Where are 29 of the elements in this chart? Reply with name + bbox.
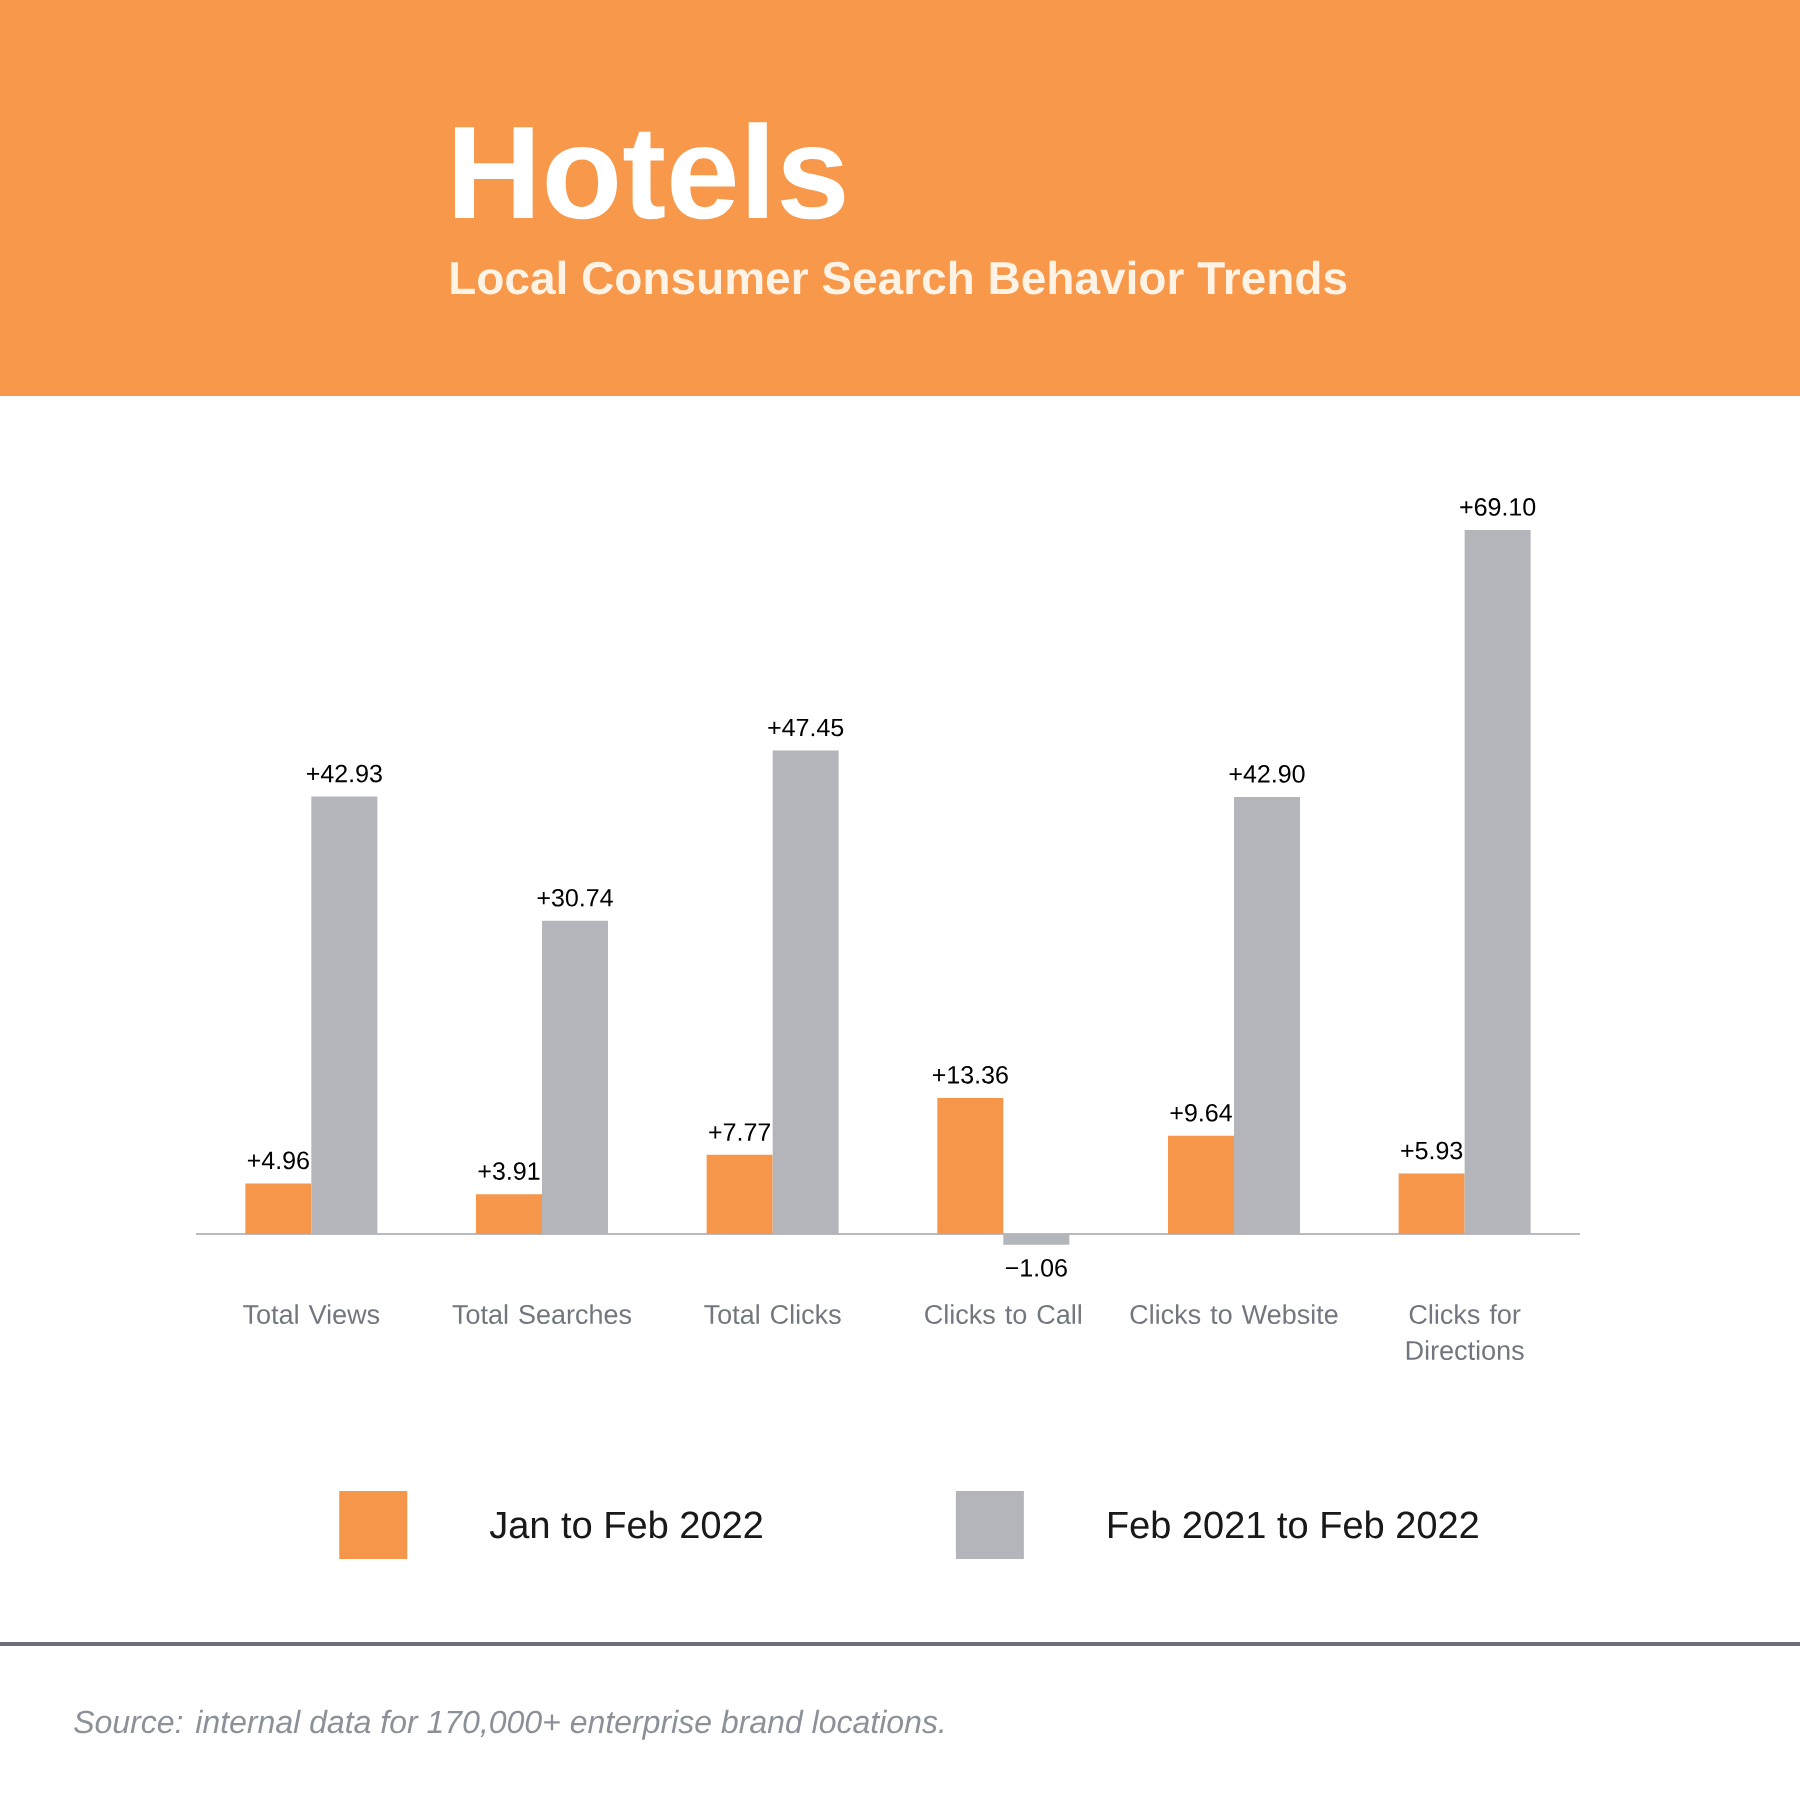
legend-label: Jan to Feb 2022 [489, 1510, 762, 1539]
data-label: +42.90 [1229, 765, 1305, 783]
x-tick-label: Total Clicks [704, 1304, 841, 1325]
data-label: +9.64 [1170, 1103, 1232, 1122]
x-tick-label: Clicks to Call [925, 1304, 1081, 1325]
bar [937, 1097, 1004, 1234]
data-label: +47.45 [768, 718, 844, 737]
bar [1167, 1135, 1234, 1234]
x-tick-label: Clicks for Directions [1406, 1304, 1524, 1361]
source-note: Source: internal data for 170,000+ enterprise brand locations. [74, 1709, 943, 1740]
data-label: +13.36 [932, 1065, 1008, 1084]
x-tick-label: Clicks to Website [1130, 1304, 1338, 1325]
legend-label: Feb 2021 to Feb 2022 [1108, 1510, 1478, 1539]
x-tick-label: Total Searches [452, 1304, 632, 1325]
data-label: +5.93 [1401, 1141, 1463, 1160]
chart-title: Hotels [455, 122, 845, 220]
bar [245, 1183, 312, 1234]
x-tick-label: Total Views [243, 1304, 380, 1325]
data-label: +7.77 [709, 1123, 771, 1141]
chart-subtitle: Local Consumer Search Behavior Trends [451, 260, 1347, 295]
bar [1398, 1173, 1465, 1234]
bar [475, 1194, 542, 1234]
data-label: +69.10 [1460, 498, 1536, 516]
data-label: −1.06 [1005, 1259, 1067, 1277]
data-label: +30.74 [537, 888, 613, 907]
data-label: +42.93 [306, 764, 382, 783]
data-label: +4.96 [247, 1151, 309, 1170]
bar [706, 1154, 773, 1234]
data-label: +3.91 [478, 1162, 540, 1180]
